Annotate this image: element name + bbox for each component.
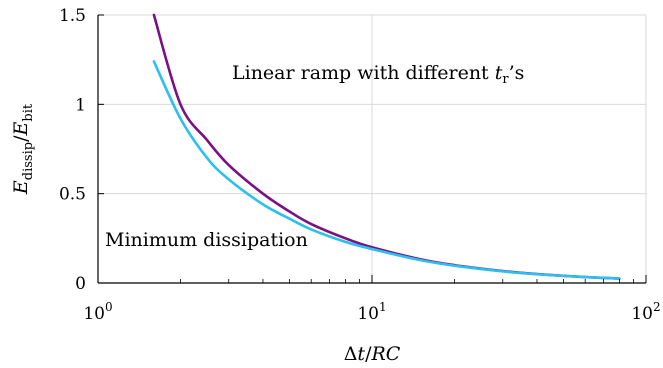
x-axis-label: Δt/RC xyxy=(344,343,401,365)
y-tick-label: 1.5 xyxy=(59,6,86,26)
annotation-linear-ramp-text: Linear ramp with different xyxy=(232,62,495,84)
x-tick-exponent: 2 xyxy=(653,300,661,314)
y-tick-label: 0 xyxy=(75,274,86,294)
y-tick-label: 0.5 xyxy=(59,185,86,205)
x-tick-label: 102 xyxy=(631,300,660,324)
x-tick-base: 10 xyxy=(357,304,379,324)
x-label-t: t xyxy=(357,343,365,365)
x-label-slash: / xyxy=(365,343,372,365)
x-tick-label: 101 xyxy=(357,300,386,324)
x-tick-base: 10 xyxy=(83,304,105,324)
x-label-rc: RC xyxy=(370,343,400,365)
x-tick-exponent: 1 xyxy=(379,300,387,314)
y-axis-label: Edissip/Ebit xyxy=(10,103,36,195)
annotation-linear-ramp-sub: r xyxy=(502,72,509,87)
y-label-e1: E xyxy=(10,180,32,195)
axes-layer xyxy=(97,14,647,284)
series-layer xyxy=(152,13,621,280)
annotation-linear-ramp: Linear ramp with different tr’s xyxy=(232,62,524,87)
y-label-e2: E xyxy=(10,122,32,137)
x-label-delta: Δ xyxy=(344,343,358,365)
y-label-sub2: bit xyxy=(21,103,36,121)
y-label-sub1: dissip xyxy=(21,142,36,180)
y-label-slash: / xyxy=(10,135,32,142)
x-tick-exponent: 0 xyxy=(105,300,113,314)
series-line-minimum-dissipation xyxy=(152,60,621,280)
x-tick-label: 100 xyxy=(83,300,112,324)
y-tick-label: 1 xyxy=(75,95,86,115)
annotation-minimum-dissipation: Minimum dissipation xyxy=(105,229,308,251)
annotation-linear-ramp-var: t xyxy=(495,62,503,84)
annotation-linear-ramp-suffix: ’s xyxy=(509,62,525,84)
labels-layer: 100 101 10200.511.5Δt/RCEdissip/EbitLinear… xyxy=(10,6,661,365)
x-tick-base: 10 xyxy=(631,304,653,324)
